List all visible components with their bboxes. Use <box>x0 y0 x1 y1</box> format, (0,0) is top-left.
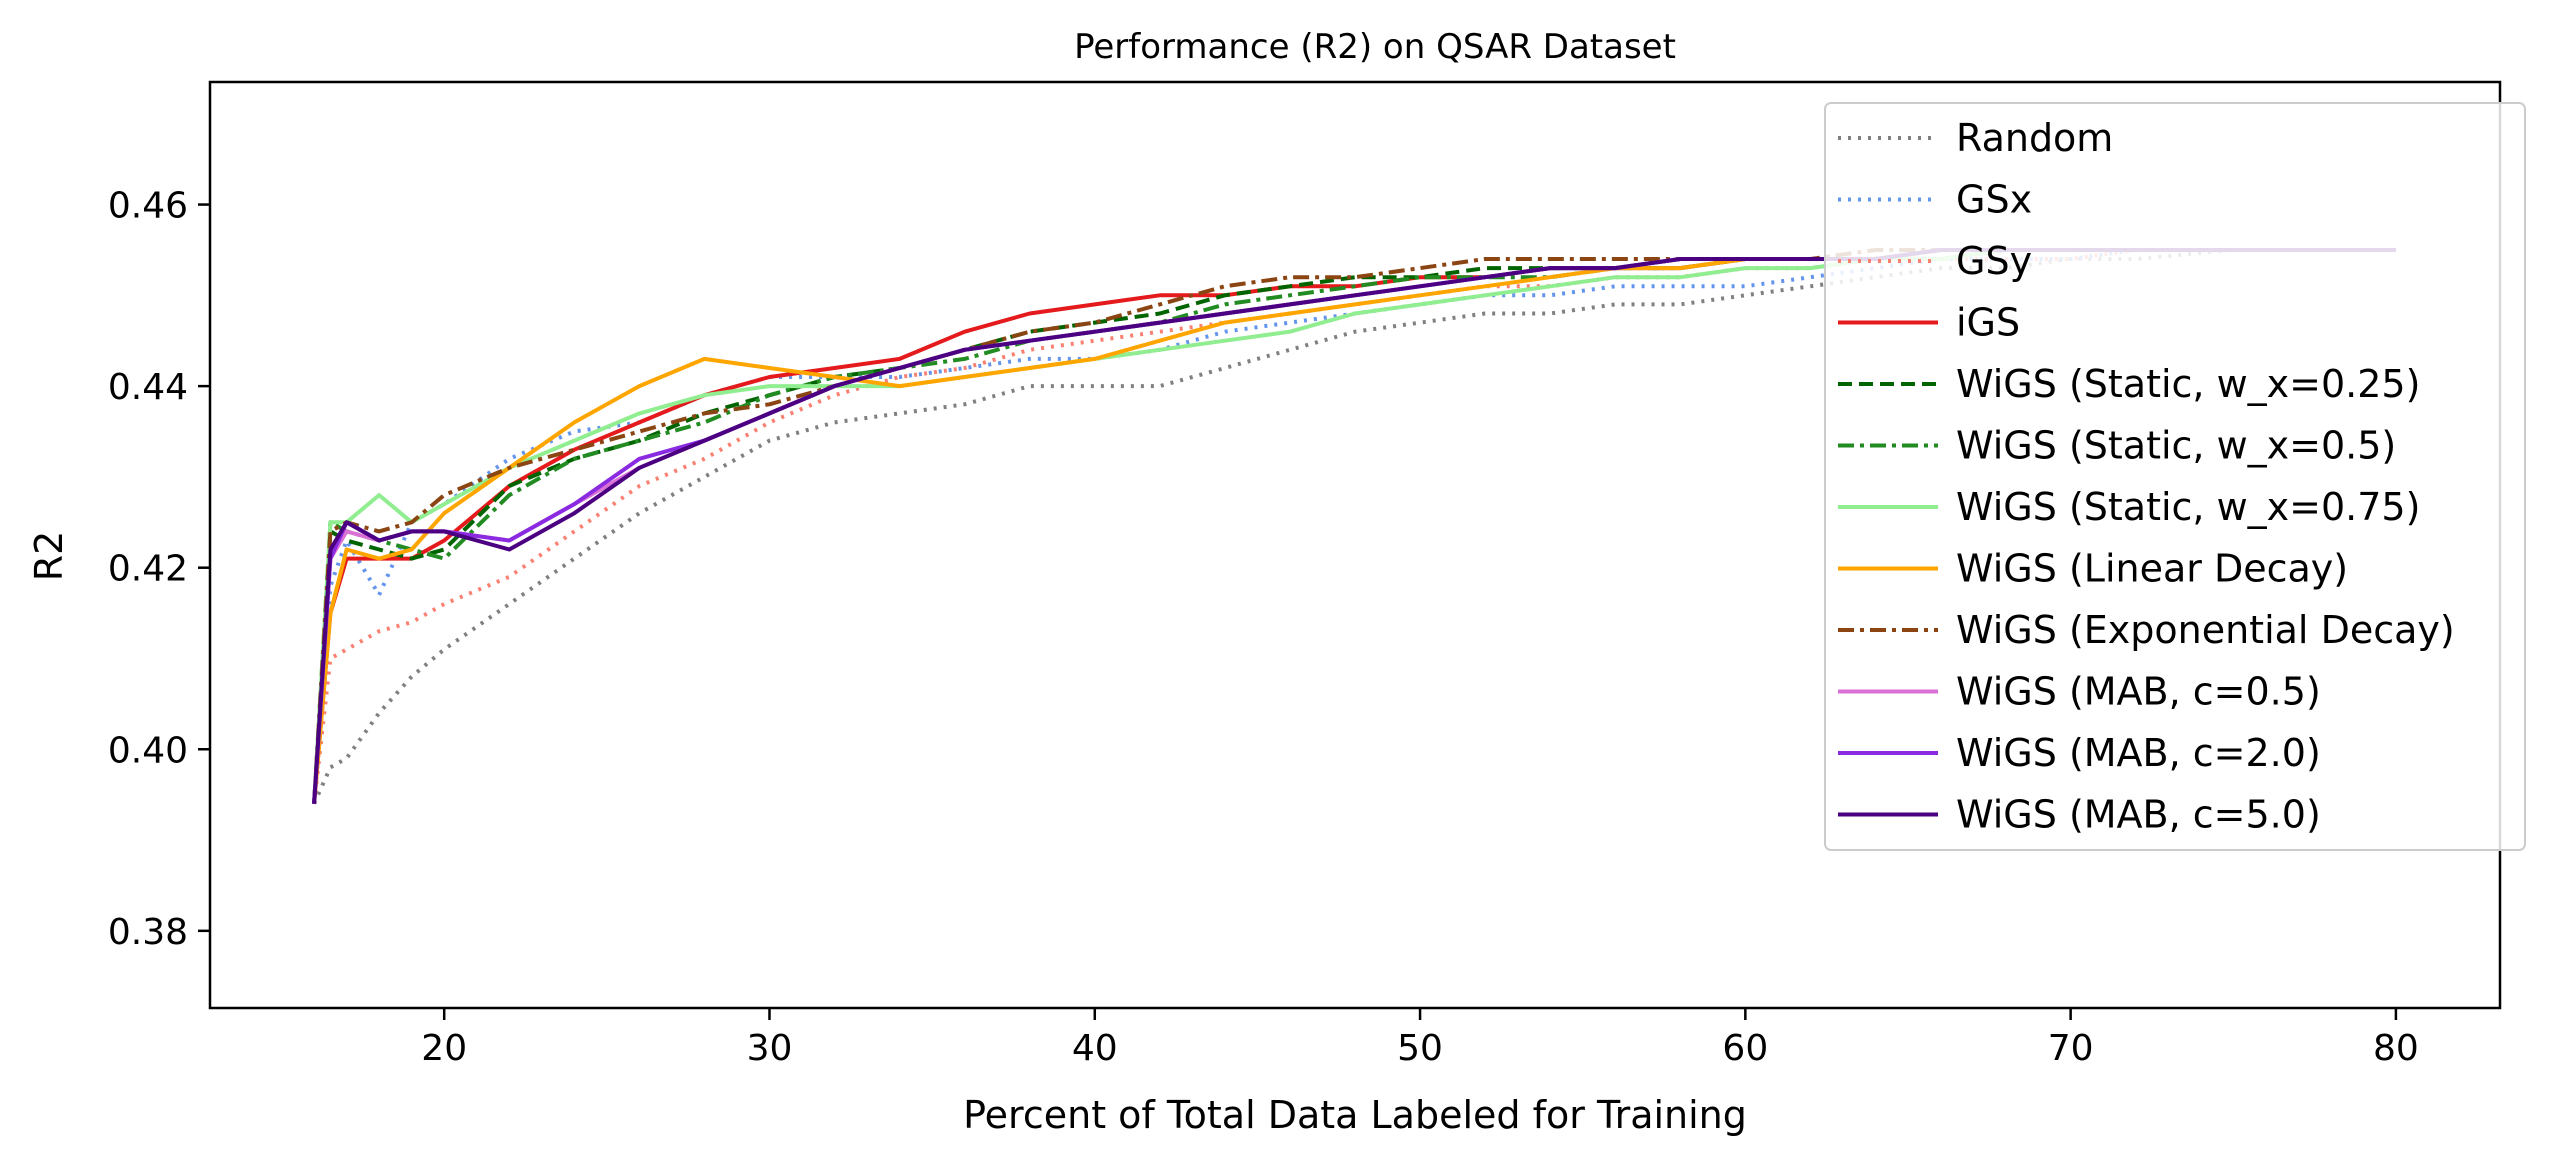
legend-label: WiGS (Static, w_x=0.75) <box>1956 485 2420 529</box>
legend-label: Random <box>1956 116 2113 160</box>
series-line-6 <box>312 248 2396 804</box>
x-tick-label: 20 <box>421 1028 467 1069</box>
legend-label: GSy <box>1956 239 2032 283</box>
x-tick-label: 60 <box>1722 1028 1768 1069</box>
legend-label: WiGS (MAB, c=5.0) <box>1956 793 2321 837</box>
legend-label: WiGS (MAB, c=2.0) <box>1956 731 2321 775</box>
x-tick-label: 80 <box>2373 1028 2419 1069</box>
y-tick-label: 0.38 <box>108 912 188 953</box>
legend-label: WiGS (MAB, c=0.5) <box>1956 670 2321 714</box>
x-tick-label: 70 <box>2048 1028 2094 1069</box>
y-tick-label: 0.44 <box>108 367 188 408</box>
legend-label: WiGS (Linear Decay) <box>1956 547 2348 591</box>
y-axis-label: R2 <box>27 531 71 582</box>
legend-items: Random GSx GSy iGS WiGS (Static, w_x=0.25) Wi… <box>1838 116 2455 837</box>
legend-label: WiGS (Exponential Decay) <box>1956 608 2455 652</box>
y-tick-label: 0.42 <box>108 549 188 590</box>
legend-label: iGS <box>1956 301 2020 345</box>
legend: Random GSx GSy iGS WiGS (Static, w_x=0.25) Wi… <box>1824 102 2526 851</box>
y-tick-label: 0.46 <box>108 186 188 227</box>
chart-title: Performance (R2) on QSAR Dataset <box>1074 27 1676 67</box>
series-line-3 <box>312 248 2396 804</box>
series-line-5 <box>312 248 2396 804</box>
legend-box <box>1824 102 2526 851</box>
y-axis: 0.38 0.40 0.42 0.44 0.46 <box>108 186 210 953</box>
series-line-9 <box>312 248 2396 804</box>
legend-label: WiGS (Static, w_x=0.5) <box>1956 424 2396 468</box>
x-axis-label: Percent of Total Data Labeled for Traini… <box>963 1093 1747 1137</box>
y-tick-label: 0.40 <box>108 730 188 771</box>
series-layer <box>312 248 2396 805</box>
legend-label: GSx <box>1956 178 2032 222</box>
x-tick-label: 50 <box>1397 1028 1443 1069</box>
x-axis: 20 30 40 50 60 70 80 <box>421 1008 2419 1069</box>
x-tick-label: 40 <box>1072 1028 1118 1069</box>
legend-label: WiGS (Static, w_x=0.25) <box>1956 362 2420 406</box>
x-tick-label: 30 <box>747 1028 793 1069</box>
